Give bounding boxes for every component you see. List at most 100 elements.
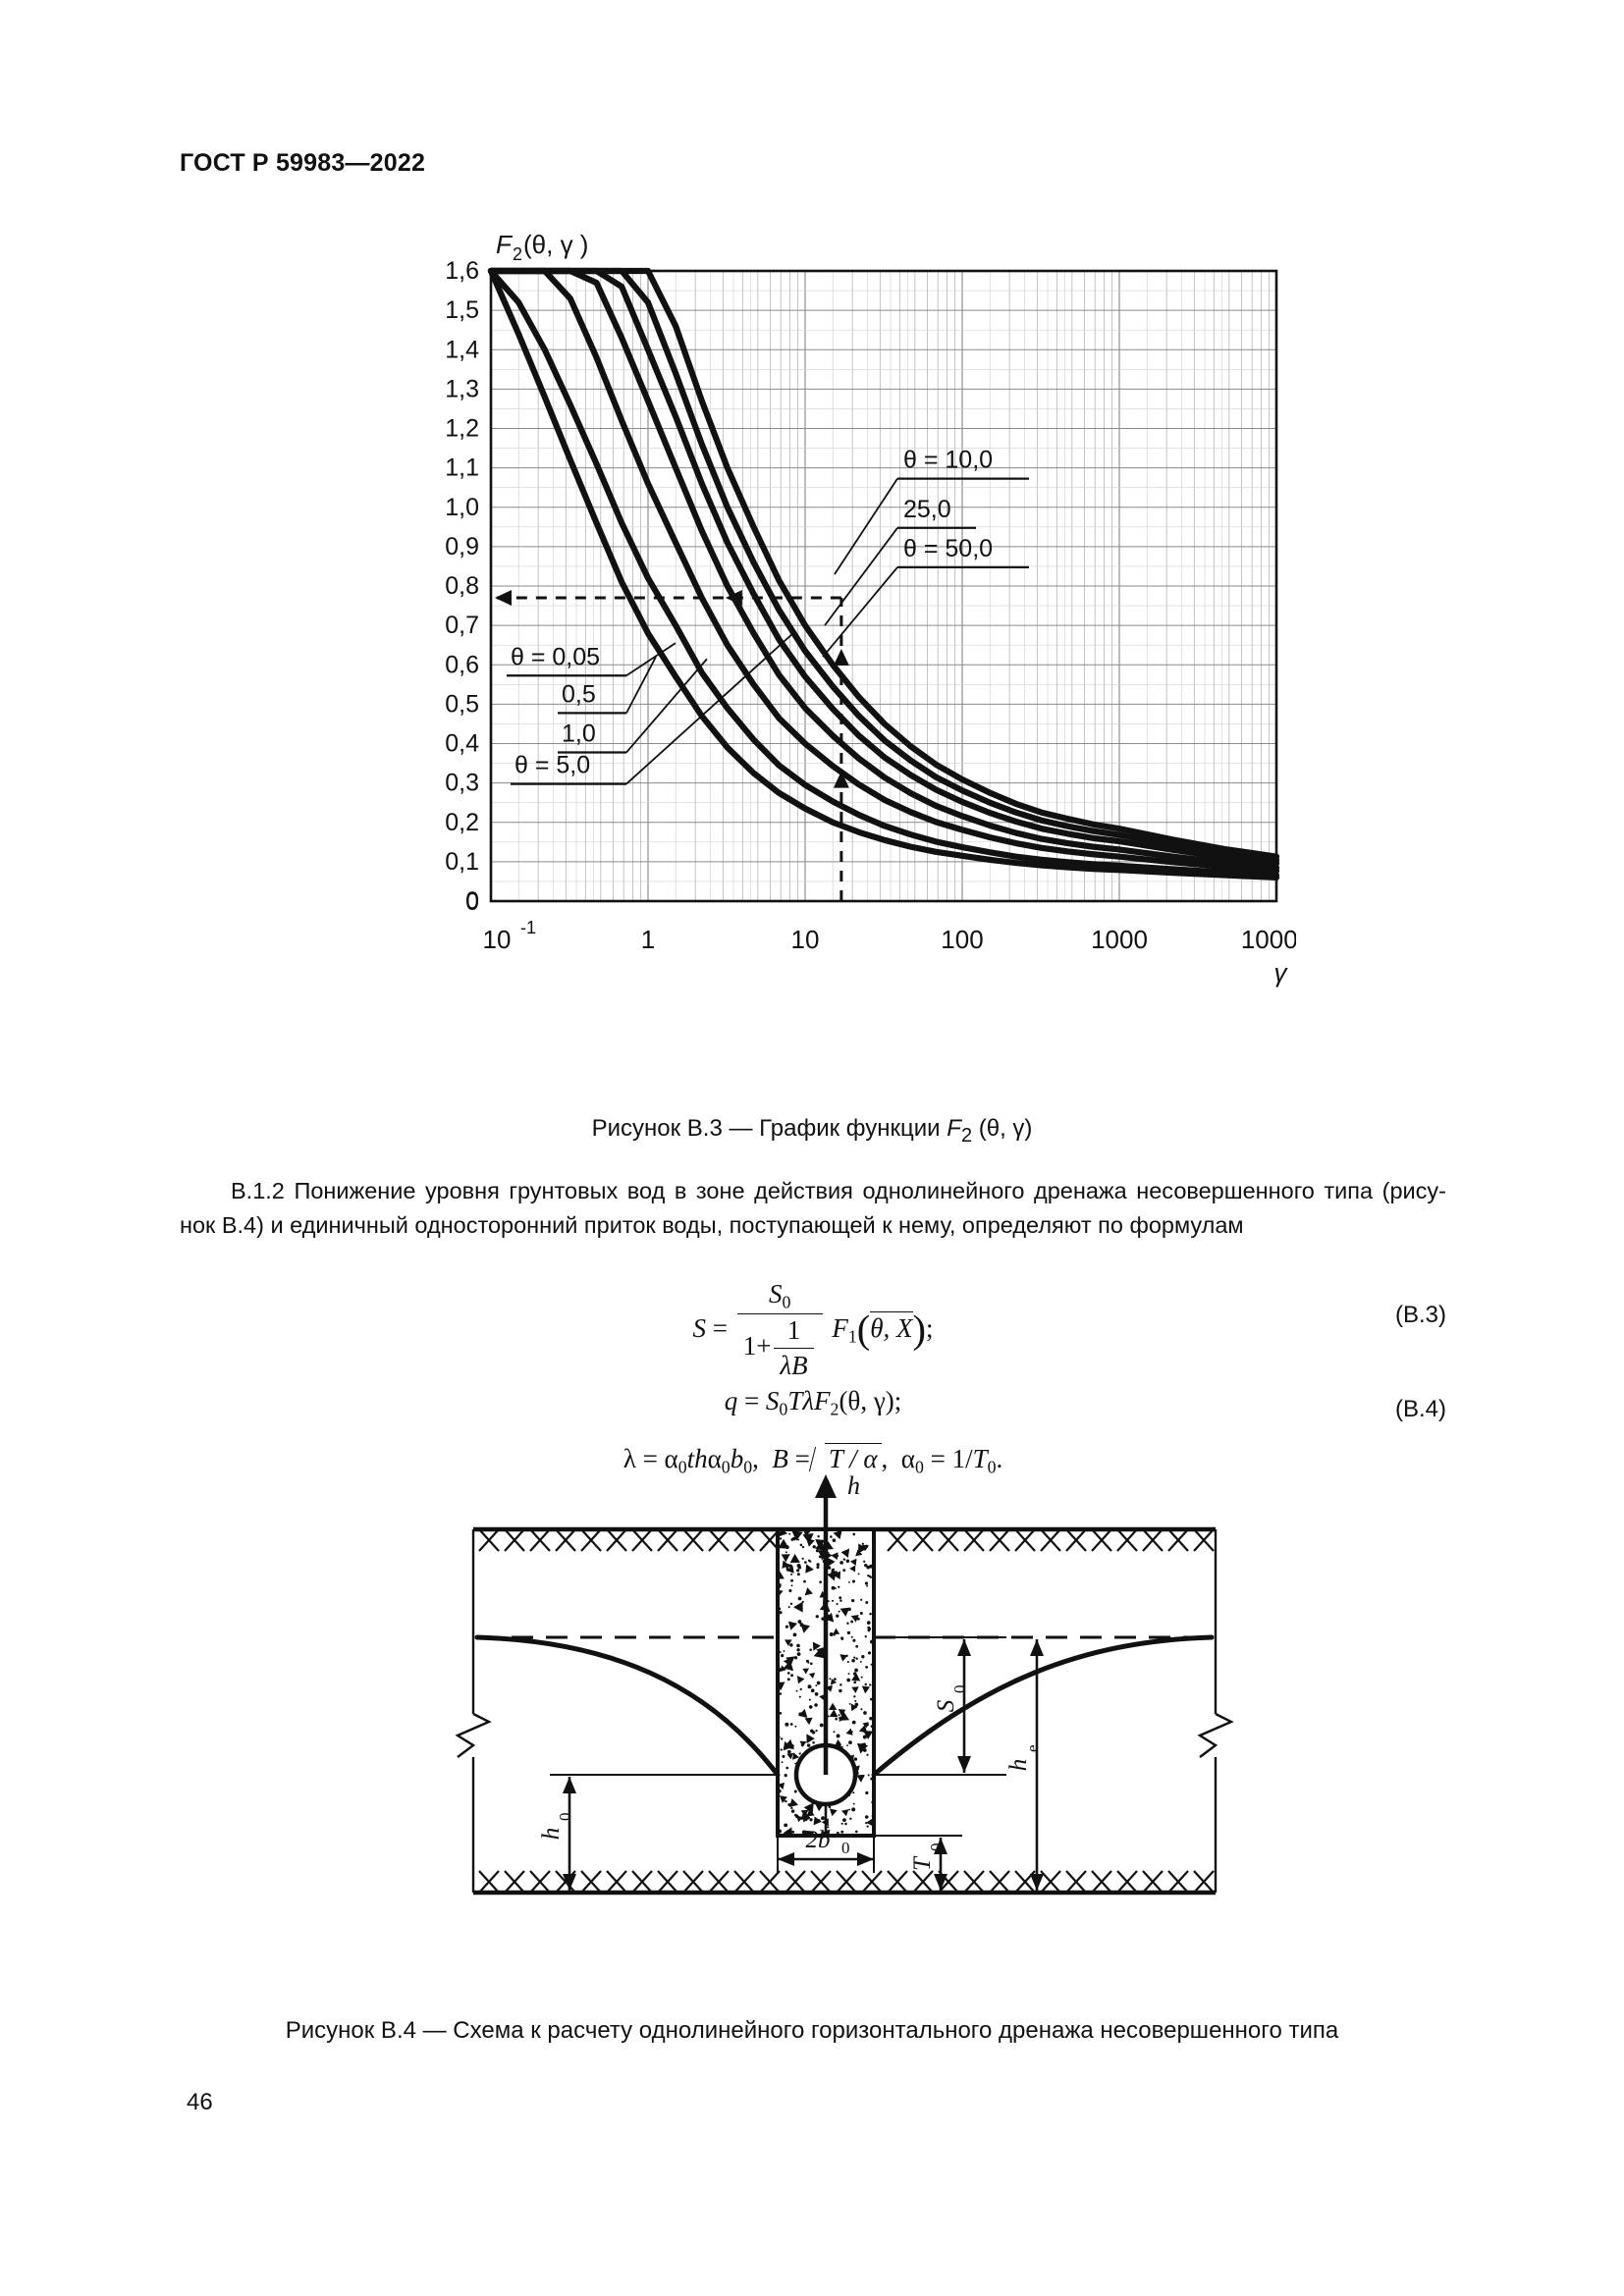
dimension-2b0: 2b 0 [778, 1827, 874, 1866]
formula-b5-T-sub: 0 [987, 1457, 997, 1477]
svg-text:0: 0 [950, 1685, 969, 1694]
callout-left-2: 1,0 [558, 658, 708, 754]
formula-b5-b0: b [730, 1444, 744, 1473]
curve-05 [487, 267, 1280, 879]
formula-b3-den-one: 1+ [742, 1331, 772, 1362]
y-tick-0,4: 0,4 [445, 730, 479, 758]
section-b12-line1: В.1.2 Понижение уровня грунтовых вод в з… [231, 1178, 1446, 1203]
svg-text:F: F [496, 230, 514, 259]
formula-b3-inner-num: 1 [774, 1314, 814, 1349]
formula-b4-f-sub: 2 [830, 1399, 839, 1419]
formula-b5-alpha0-sub: 0 [677, 1457, 687, 1477]
formula-b5-T: T [972, 1444, 988, 1473]
formula-b3-fn-sub: 1 [847, 1326, 857, 1347]
svg-text:θ = 0,05: θ = 0,05 [511, 643, 600, 670]
y-axis-title: F 2 (θ, γ ) [496, 230, 588, 264]
curve-50 [487, 267, 1280, 871]
callout-right-2: θ = 50,0 [822, 535, 1029, 658]
callout-left-1: 0,5 [558, 656, 657, 715]
formula-b3-terminator: ; [926, 1312, 934, 1343]
y-tick-1,3: 1,3 [445, 375, 479, 402]
formula-b4-tl: TλF [787, 1386, 831, 1415]
figure-b3-chart: 0 0,1 0,2 0,3 0,4 0,5 0,6 0,7 0,8 0,9 1,0 1,1 1,2 1,3… [412, 224, 1296, 1039]
y-tick-0,7: 0,7 [445, 612, 479, 639]
figure-b3-caption-fn: F [947, 1115, 961, 1142]
formula-b4-s-sub: 0 [779, 1399, 788, 1419]
label-h: h [847, 1471, 860, 1500]
formula-b3-inner-fraction: 1 λB [774, 1314, 814, 1383]
svg-text:0: 0 [556, 1813, 574, 1822]
dimension-t0: T0 [909, 1838, 947, 1891]
formula-b3-lhs: S [692, 1312, 706, 1343]
svg-text:0: 0 [841, 1839, 850, 1857]
formula-block: S = S0 1+ 1 λB F1(θ, X); (B.3) q = S0TλF2(… [180, 1264, 1446, 1498]
x-tick-1: 1 [641, 925, 655, 954]
formula-b5-eq1: = [642, 1444, 658, 1473]
formula-b3-args: θ, X [870, 1310, 913, 1344]
y-tick-0,5: 0,5 [445, 690, 479, 718]
formula-b4-args: (θ, γ); [839, 1386, 902, 1415]
y-tick-0,3: 0,3 [445, 770, 479, 797]
formula-b5-eq3: = [930, 1444, 946, 1473]
y-tick-0: 0 [465, 887, 479, 915]
curve-100 [487, 267, 1280, 867]
formula-b3-row: S = S0 1+ 1 λB F1(θ, X); (B.3) [180, 1264, 1446, 1386]
page-number: 46 [187, 2089, 213, 2115]
curve-10 [487, 267, 1280, 875]
formula-b3-paren-close: ) [912, 1306, 927, 1351]
svg-text:h: h [1005, 1759, 1032, 1772]
y-tick-0,8: 0,8 [445, 572, 479, 600]
svg-text:0,5: 0,5 [562, 680, 596, 708]
formula-b4-row: q = S0TλF2(θ, γ); (B.4) [180, 1386, 1446, 1443]
section-b12-line2: нок В.4) и единичный односторонний прито… [180, 1212, 1244, 1238]
formula-b5-comma1: , [752, 1444, 759, 1473]
formula-b4-number: (B.4) [1394, 1396, 1446, 1422]
formula-b3-inner-den: λB [780, 1350, 808, 1380]
formula-b3-equals: = [712, 1312, 728, 1343]
formula-b3-number: (B.3) [1394, 1302, 1446, 1328]
formula-b5-B: B [772, 1444, 788, 1473]
figure-b3-caption: Рисунок В.3 — График функции F2 (θ, γ) [0, 1115, 1624, 1148]
figure-b3-caption-sub: 2 [960, 1124, 973, 1147]
svg-text:-1: -1 [520, 918, 536, 937]
formula-b4-equals: = [743, 1386, 760, 1415]
formula-b3-num-s: S [768, 1279, 783, 1308]
curve-500 [487, 267, 1280, 860]
formula-b3-denominator: 1+ 1 λB [737, 1314, 823, 1383]
f2-function-graph: 0 0,1 0,2 0,3 0,4 0,5 0,6 0,7 0,8 0,9 1,0 1,1 1,2 1,3… [445, 230, 1296, 988]
formula-b4: q = S0TλF2(θ, γ); [725, 1386, 902, 1419]
svg-text:2b: 2b [806, 1827, 831, 1853]
svg-text:θ = 50,0: θ = 50,0 [903, 535, 993, 562]
y-tick-1,6: 1,6 [445, 257, 479, 285]
callout-right-1: 25,0 [824, 496, 976, 626]
dimension-he: he [1005, 1639, 1044, 1891]
y-tick-1,4: 1,4 [445, 336, 479, 363]
y-tick-0,1: 0,1 [445, 848, 479, 876]
y-tick-zero: 0 [465, 888, 479, 916]
y-tick-1,5: 1,5 [445, 296, 479, 324]
figure-b4-caption: Рисунок В.4 — Схема к расчету однолинейн… [285, 2017, 1339, 2044]
formula-b5-one-over: 1/ [951, 1444, 973, 1473]
formula-b3-fraction: S0 1+ 1 λB [736, 1278, 823, 1383]
depression-curve-left [474, 1634, 781, 1778]
formula-b3-args-text: θ, X [870, 1312, 913, 1343]
svg-text:10: 10 [483, 925, 512, 954]
x-tick-1000: 1000 [1091, 925, 1148, 954]
formula-b5: λ = α0thα0b0, B = T / α, α0 = 1/T0. [623, 1443, 1002, 1477]
y-tick-1,0: 1,0 [445, 494, 479, 521]
depression-curve-right [871, 1634, 1215, 1778]
dimension-h0: h0 [538, 1777, 576, 1891]
section-b12-paragraph: В.1.2 Понижение уровня грунтовых вод в з… [180, 1174, 1446, 1243]
dimension-s0: S0 [933, 1639, 971, 1773]
formula-b5-row: λ = α0thα0b0, B = T / α, α0 = 1/T0. [180, 1443, 1446, 1498]
svg-text:T: T [909, 1855, 936, 1871]
formula-b3-paren-open: ( [856, 1306, 871, 1351]
formula-b5-th: th [686, 1444, 708, 1473]
callout-left-3: θ = 5,0 [511, 630, 796, 785]
formula-b3-num-sub: 0 [782, 1292, 791, 1312]
formula-b5-sqrt-content: T / α [824, 1443, 882, 1474]
svg-text:h: h [538, 1828, 565, 1841]
callout-right-0: θ = 10,0 [834, 447, 1029, 575]
